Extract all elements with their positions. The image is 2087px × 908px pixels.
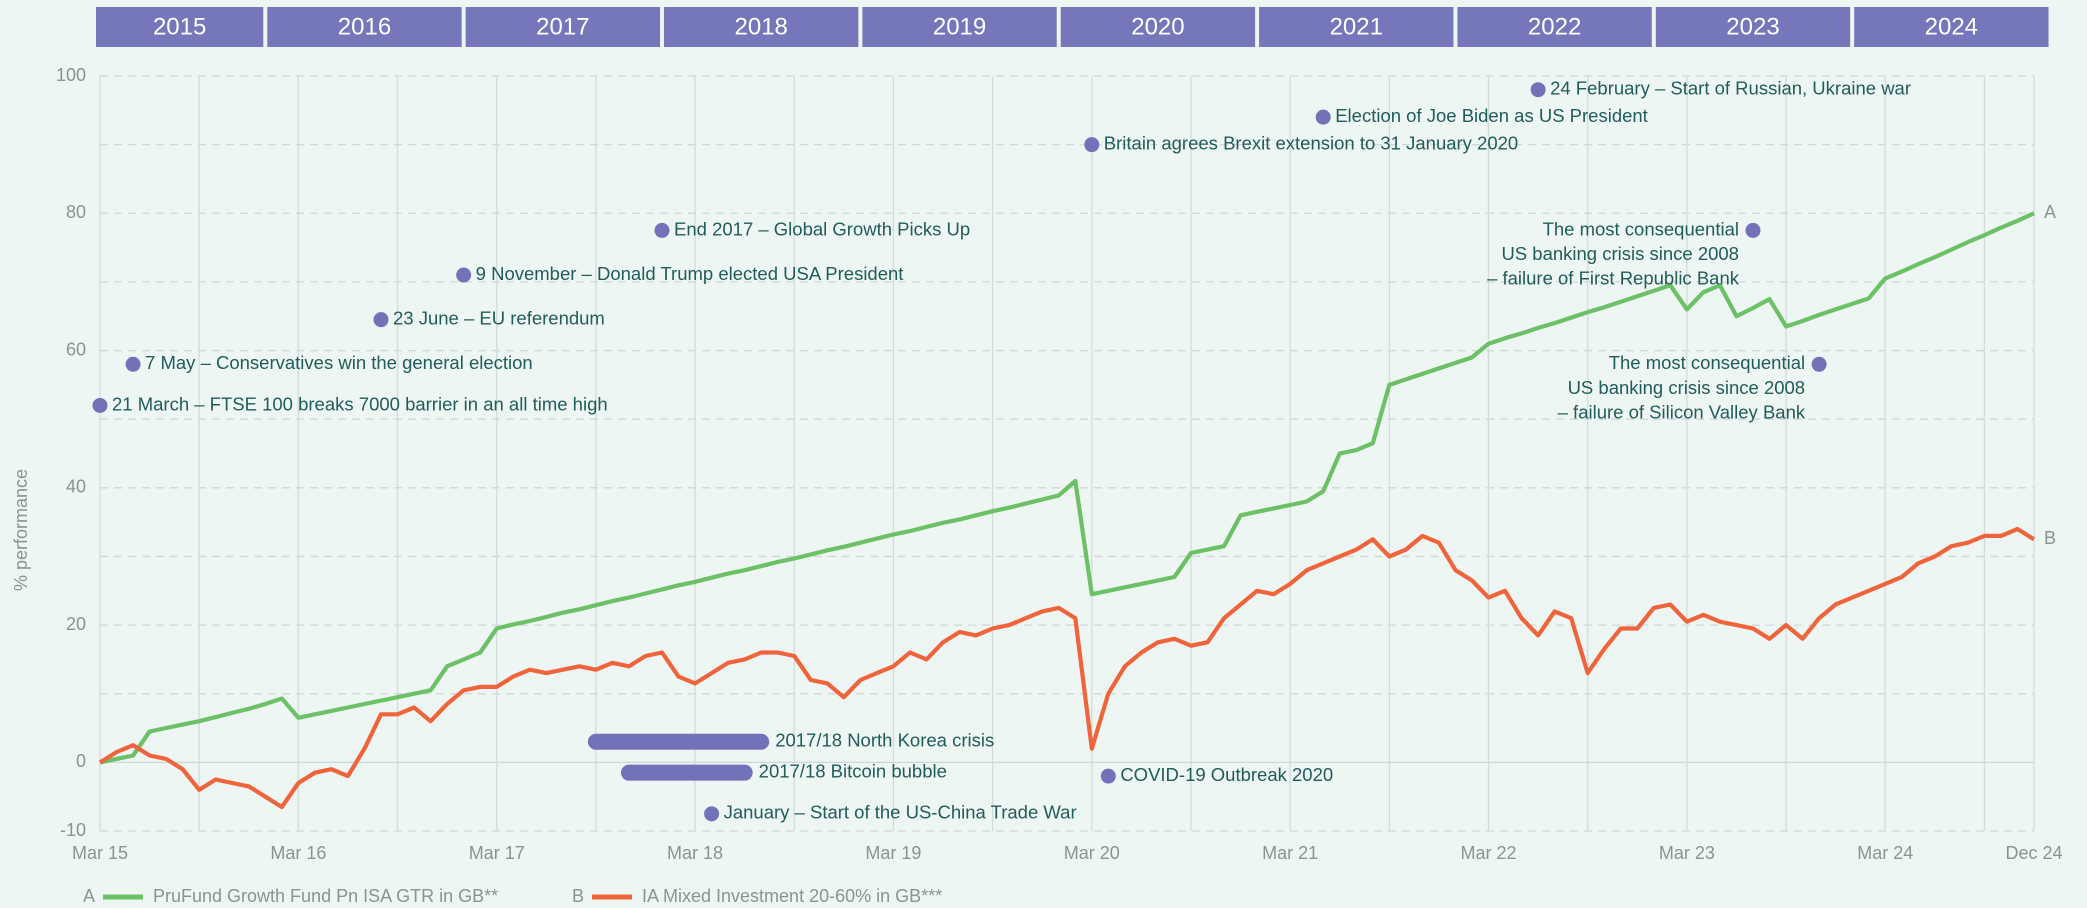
legend-label: PruFund Growth Fund Pn ISA GTR in GB** (153, 886, 498, 906)
legend-key: A (83, 886, 95, 906)
annotation-dot (1084, 137, 1100, 153)
year-band (1655, 7, 1851, 47)
series-line (99, 211, 2035, 765)
y-tick-label: 40 (66, 477, 86, 497)
y-tick-label: -10 (60, 820, 86, 840)
year-band (1060, 7, 1256, 47)
x-tick-label: Mar 22 (1460, 843, 1516, 863)
year-band-label: 2019 (933, 13, 986, 40)
year-band (1854, 7, 2049, 47)
range-label: 2017/18 Bitcoin bubble (759, 761, 947, 782)
year-band-label: 2024 (1925, 13, 1978, 40)
annotation-dot (1530, 82, 1546, 98)
legend-key: B (572, 886, 584, 906)
year-band-label: 2023 (1726, 13, 1779, 40)
year-band (465, 7, 661, 47)
x-tick-label: Mar 24 (1857, 843, 1913, 863)
annotation-dot (704, 806, 720, 822)
year-band (267, 7, 462, 47)
annotation-text: 21 March – FTSE 100 breaks 7000 barrier … (112, 393, 608, 414)
y-tick-label: 0 (76, 751, 86, 771)
annotation-dot (125, 356, 141, 372)
x-tick-label: Mar 15 (72, 843, 128, 863)
annotation-text: – failure of Silicon Valley Bank (1558, 401, 1806, 422)
annotation-dot (1315, 109, 1331, 125)
x-tick-label: Mar 23 (1659, 843, 1715, 863)
annotation-text: 9 November – Donald Trump elected USA Pr… (476, 263, 904, 284)
range-label: 2017/18 North Korea crisis (775, 730, 994, 751)
year-band (664, 7, 859, 47)
annotation-text: 7 May – Conservatives win the general el… (145, 352, 533, 373)
year-band (1259, 7, 1454, 47)
annotation-text: End 2017 – Global Growth Picks Up (674, 218, 970, 239)
annotation-text: US banking crisis since 2008 (1568, 377, 1806, 398)
annotation-text: The most consequential (1543, 218, 1739, 239)
series-line (98, 526, 2036, 810)
series-end-label: B (2044, 528, 2056, 548)
y-tick-label: 60 (66, 339, 86, 359)
annotation-dot (654, 222, 670, 238)
annotation-dot (456, 267, 472, 283)
x-tick-label: Mar 19 (865, 843, 921, 863)
annotation-dot (373, 312, 389, 328)
series-end-label: A (2044, 202, 2056, 222)
annotation-dot (1100, 768, 1116, 784)
y-tick-label: 100 (56, 65, 86, 85)
x-tick-label: Mar 20 (1064, 843, 1120, 863)
annotation-dot (92, 397, 108, 413)
annotation-text: COVID-19 Outbreak 2020 (1120, 764, 1333, 785)
year-band-label: 2020 (1131, 13, 1184, 40)
annotation-text: The most consequential (1609, 352, 1805, 373)
year-band-label: 2022 (1528, 13, 1581, 40)
x-tick-label: Mar 21 (1262, 843, 1318, 863)
x-tick-label: Dec 24 (2005, 843, 2062, 863)
x-tick-label: Mar 16 (270, 843, 326, 863)
annotation-text: US banking crisis since 2008 (1501, 243, 1739, 264)
year-band-label: 2015 (153, 13, 206, 40)
year-band (862, 7, 1057, 47)
y-axis-label: % performance (11, 469, 31, 591)
annotation-text: Britain agrees Brexit extension to 31 Ja… (1104, 133, 1518, 154)
annotation-text: Election of Joe Biden as US President (1335, 105, 1648, 126)
annotation-text: January – Start of the US-China Trade Wa… (724, 802, 1077, 823)
year-band (96, 7, 264, 47)
year-band-label: 2016 (338, 13, 391, 40)
annotation-dot (1745, 222, 1761, 238)
legend-label: IA Mixed Investment 20-60% in GB*** (642, 886, 942, 906)
annotation-text: 24 February – Start of Russian, Ukraine … (1550, 78, 1911, 99)
y-tick-label: 80 (66, 202, 86, 222)
annotation-text: 23 June – EU referendum (393, 308, 605, 329)
annotation-dot (1811, 356, 1827, 372)
year-band (1457, 7, 1652, 47)
year-band-label: 2017 (536, 13, 589, 40)
year-band-label: 2018 (735, 13, 788, 40)
annotation-text: – failure of First Republic Bank (1487, 268, 1740, 289)
y-tick-label: 20 (66, 614, 86, 634)
x-tick-label: Mar 18 (667, 843, 723, 863)
x-tick-label: Mar 17 (469, 843, 525, 863)
year-band-label: 2021 (1330, 13, 1383, 40)
